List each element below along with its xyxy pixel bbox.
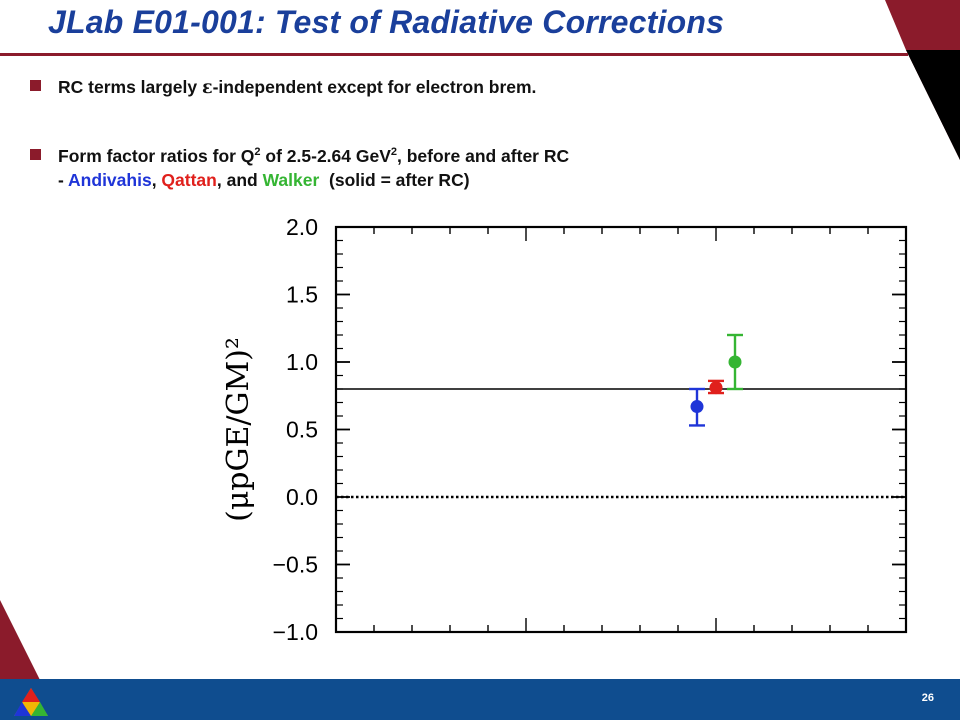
legend-qattan: Qattan: [161, 170, 217, 190]
y-tick-label: 0.0: [286, 484, 318, 510]
y-axis-label-text: (μpGE/GM)²: [221, 337, 256, 522]
y-axis-label: (μpGE/GM)²: [221, 337, 256, 522]
plot-frame: [334, 225, 908, 634]
data-point-andivahis: [690, 400, 704, 414]
bullet-square-icon: [30, 149, 41, 160]
bullet-text: RC terms largely ε-independent except fo…: [58, 77, 537, 98]
data-point-qattan: [709, 381, 723, 395]
bottom-left-accent-triangle: [0, 600, 40, 680]
legend-andivahis: Andivahis: [68, 170, 152, 190]
top-right-black-triangle: [906, 50, 960, 160]
footer-bar: [0, 679, 960, 720]
title-underline: [0, 53, 908, 56]
y-tick-label: 0.5: [286, 417, 318, 443]
y-tick-label: −1.0: [273, 619, 318, 645]
y-tick-label: 2.0: [286, 214, 318, 240]
slide-title: JLab E01-001: Test of Radiative Correcti…: [48, 4, 725, 40]
bullet-text: Form factor ratios for Q2 of 2.5-2.64 Ge…: [58, 146, 570, 190]
legend-walker: Walker: [262, 170, 320, 190]
page-number: 26: [921, 692, 934, 704]
y-tick-label: 1.5: [286, 282, 318, 308]
y-tick-label: −0.5: [273, 552, 318, 578]
form-factor-ratio-plot: 2.0 1.5 1.0 0.5 0.0 −0.5 −1.0 (μpGE/GM)²: [221, 214, 908, 645]
y-tick-label: 1.0: [286, 349, 318, 375]
data-point-walker: [728, 355, 742, 369]
bullet-square-icon: [30, 80, 41, 91]
